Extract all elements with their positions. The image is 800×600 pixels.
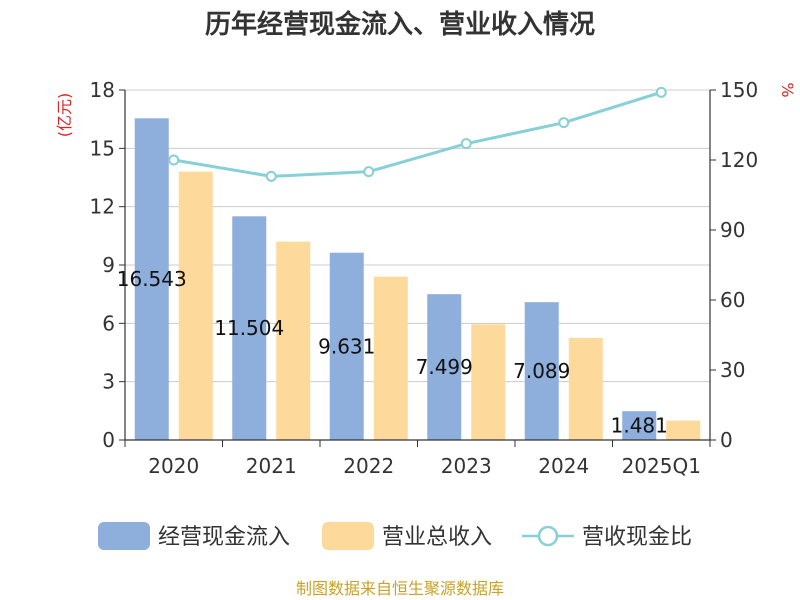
bar-value-label: 16.543	[117, 267, 187, 291]
ratio-point	[558, 117, 570, 129]
legend-swatch-1	[322, 522, 374, 550]
x-tick-label: 2022	[343, 454, 394, 478]
line-layer	[168, 86, 667, 182]
y-left-tick-label: 3	[102, 370, 115, 394]
y-left-tick-label: 0	[102, 428, 115, 452]
bar-revenue	[666, 420, 701, 440]
bar-cash-inflow	[134, 118, 169, 440]
bar-cash-inflow	[232, 216, 267, 440]
bar-revenue	[178, 171, 213, 440]
ratio-point	[460, 138, 472, 150]
y-left-tick-label: 15	[90, 136, 115, 160]
bar-cash-inflow	[427, 294, 462, 440]
chart-title: 历年经营现金流入、营业收入情况	[204, 10, 595, 40]
y-right-tick-label: 150	[720, 78, 758, 102]
bar-revenue	[471, 324, 506, 440]
y-left-tick-label: 9	[102, 253, 115, 277]
legend-label-2: 营收现金比	[582, 525, 692, 550]
source-note: 制图数据来自恒生聚源数据库	[296, 579, 504, 598]
y-right-unit: %	[778, 82, 797, 97]
x-tick-label: 2024	[538, 454, 589, 478]
ratio-point	[168, 154, 180, 166]
bar-revenue	[373, 276, 408, 440]
legend-label-1: 营业总收入	[382, 525, 492, 550]
axis-layer: 0 3 6 9 12 15 18 0 30 60 90 120 150 2020 2021 2022 2023 2…	[90, 78, 759, 478]
legend-swatch-0	[98, 522, 150, 550]
bar-value-label: 7.499	[416, 355, 473, 379]
y-left-tick-label: 12	[90, 195, 115, 219]
y-right-tick-label: 30	[720, 358, 745, 382]
x-tick-label: 2021	[246, 454, 297, 478]
ratio-point	[265, 170, 277, 182]
y-right-tick-label: 0	[720, 428, 733, 452]
legend-label-0: 经营现金流入	[158, 525, 290, 550]
y-left-tick-label: 6	[102, 311, 115, 335]
ratio-point	[363, 166, 375, 178]
bar-layer	[134, 118, 701, 440]
bar-revenue	[276, 241, 311, 440]
y-right-tick-label: 60	[720, 288, 745, 312]
bar-revenue	[568, 337, 603, 440]
ratio-line	[173, 90, 662, 178]
y-right-tick-label: 120	[720, 148, 758, 172]
bar-value-label: 1.481	[611, 414, 668, 438]
x-tick-label: 2020	[148, 454, 199, 478]
bar-cash-inflow	[622, 411, 657, 440]
bar-value-label: 11.504	[214, 316, 284, 340]
bar-cash-inflow	[524, 302, 559, 440]
grid-layer	[125, 89, 710, 383]
legend: 经营现金流入 营业总收入 营收现金比	[98, 522, 692, 550]
y-left-tick-label: 18	[90, 78, 115, 102]
bar-value-label: 7.089	[513, 359, 570, 383]
x-tick-label: 2025Q1	[622, 454, 701, 478]
legend-marker	[537, 525, 559, 547]
bar-cash-inflow	[329, 252, 364, 440]
ratio-point	[655, 86, 667, 98]
label-layer: 16.543 11.504 9.631 7.499 7.089 1.481	[117, 267, 668, 437]
y-right-tick-label: 90	[720, 218, 745, 242]
x-tick-label: 2023	[441, 454, 492, 478]
bar-value-label: 9.631	[318, 334, 375, 358]
y-left-unit: (亿元)	[55, 93, 74, 138]
